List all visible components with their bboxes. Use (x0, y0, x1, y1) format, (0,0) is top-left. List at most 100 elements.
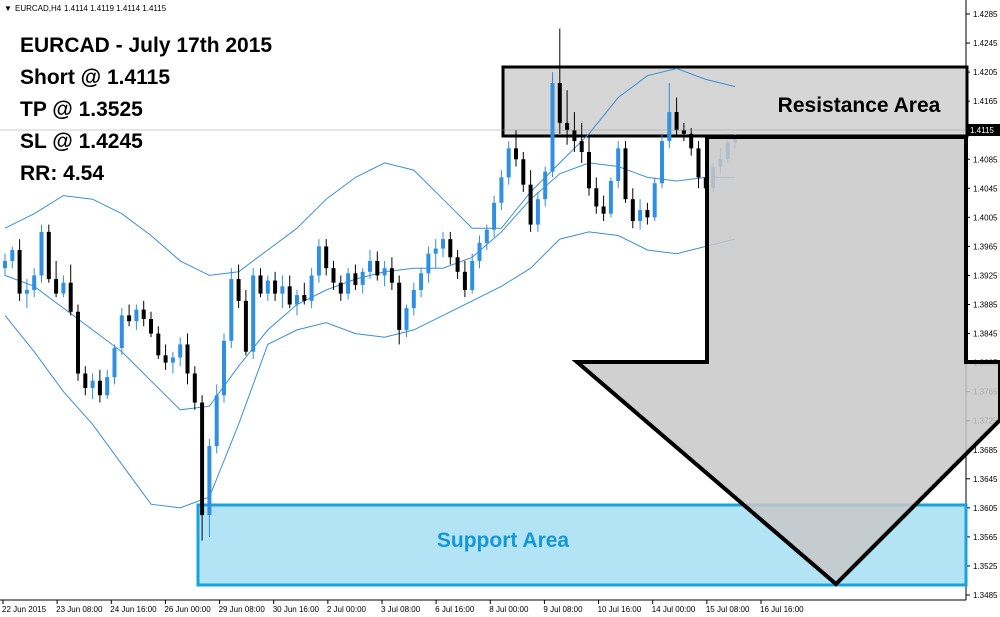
candle-body (419, 273, 424, 290)
time-axis: 22 Jun 2015 23 Jun 08:00 24 Jun 16:00 26 Ju… (2, 600, 804, 614)
chart-ohlc-values: 1.4114 1.4119 1.4114 1.4115 (64, 4, 167, 13)
candle-body (404, 308, 409, 330)
candle-body (222, 340, 226, 396)
price-tick-label: 1.4045 (973, 184, 998, 193)
candle-body (243, 300, 248, 352)
price-tick-label: 1.3685 (973, 446, 998, 455)
candle-body (608, 181, 613, 214)
price-tick-label: 1.4005 (973, 213, 998, 222)
candle-body (696, 148, 701, 178)
candle-body (90, 380, 95, 389)
candle-body (163, 355, 168, 363)
price-tick-label: 1.3925 (973, 271, 998, 280)
time-tick-label: 29 Jun 08:00 (219, 605, 266, 614)
candle-body (236, 279, 241, 301)
candle-body (630, 199, 635, 221)
candle-body (127, 315, 132, 322)
trade-info-entry: Short @ 1.4115 (20, 66, 170, 89)
candle-body (484, 229, 489, 243)
trade-info-take-profit: TP @ 1.3525 (20, 98, 143, 121)
candle-body (462, 271, 467, 290)
candle-body (3, 260, 7, 269)
candle-body (185, 344, 190, 374)
down-arrow (571, 135, 1000, 587)
candle-body (579, 141, 584, 152)
candle-body (346, 273, 351, 294)
current-price-value: 1.4115 (970, 126, 994, 135)
price-tick-label: 1.3845 (973, 330, 998, 339)
price-tick-label: 1.3965 (973, 242, 998, 251)
candle-body (17, 250, 22, 294)
candle-body (214, 395, 219, 447)
candle-body (287, 286, 292, 305)
time-tick-label: 8 Jul 00:00 (489, 605, 529, 614)
candle-body (331, 268, 336, 283)
candle-body (689, 133, 694, 149)
candle-body (105, 377, 110, 396)
candle-body (119, 315, 124, 349)
candle-body (499, 177, 504, 203)
price-tick-label: 1.3525 (973, 562, 998, 571)
candle-body (623, 148, 628, 200)
candle-body (638, 210, 643, 221)
candle-body (149, 319, 153, 334)
candle-body (39, 231, 44, 276)
candle-body (389, 268, 394, 283)
candle-body (535, 199, 540, 225)
candle-body (251, 275, 256, 352)
candle-body (448, 239, 453, 258)
chart-symbol-timeframe: EURCAD,H4 (15, 4, 62, 13)
time-tick-label: 22 Jun 2015 (2, 605, 47, 614)
candle-body (10, 250, 15, 261)
time-tick-label: 16 Jul 16:00 (760, 605, 804, 614)
candle-body (433, 248, 438, 254)
candle-body (192, 373, 197, 403)
candle-body (557, 82, 562, 123)
candle-body (441, 239, 445, 249)
candle-body (229, 279, 234, 341)
candle-body (411, 289, 416, 309)
candle-body (397, 282, 402, 330)
price-tick-label: 1.3645 (973, 475, 998, 484)
candle-body (280, 286, 285, 294)
candle-body (660, 141, 664, 184)
candle-body (470, 260, 475, 290)
chart-header-arrow-icon: ▼ (4, 4, 12, 13)
candle-body (68, 282, 73, 312)
candle-body (674, 112, 679, 131)
trade-info: EURCAD - July 17th 2015 Short @ 1.4115 T… (20, 34, 272, 185)
candle-body (506, 148, 511, 178)
candlesticks (3, 28, 737, 541)
price-tick-label: 1.4245 (973, 39, 998, 48)
candle-body (178, 344, 183, 358)
price-tick-label: 1.3885 (973, 301, 998, 310)
price-tick-label: 1.3485 (973, 591, 998, 600)
candle-body (141, 309, 146, 320)
candle-body (302, 295, 307, 301)
candle-body (265, 280, 270, 294)
time-tick-label: 26 Jun 00:00 (164, 605, 211, 614)
bollinger-upper-band (4, 67, 736, 276)
time-tick-label: 6 Jul 16:00 (435, 605, 475, 614)
candle-body (572, 130, 577, 142)
candle-body (382, 268, 387, 276)
candle-body (76, 311, 80, 374)
time-tick-label: 2 Jul 00:00 (327, 605, 367, 614)
time-tick-label: 23 Jun 08:00 (56, 605, 103, 614)
candle-body (54, 279, 59, 294)
price-tick-label: 1.3605 (973, 504, 998, 513)
candle-body (273, 280, 278, 294)
candle-body (61, 282, 66, 294)
candle-body (521, 159, 526, 185)
candle-body (46, 231, 51, 280)
candle-body (645, 210, 650, 218)
candle-body (667, 112, 672, 142)
candle-body (514, 148, 518, 160)
candle-body (616, 148, 621, 182)
candle-body (324, 246, 329, 269)
time-tick-label: 15 Jul 08:00 (706, 605, 750, 614)
candle-body (455, 257, 460, 272)
candle-body (528, 184, 533, 225)
time-tick-label: 14 Jul 00:00 (652, 605, 696, 614)
